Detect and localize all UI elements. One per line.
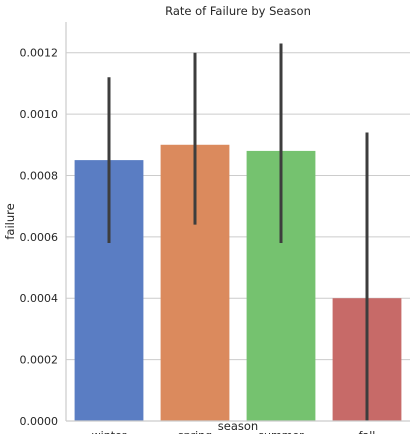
- y-tick-label: 0.0004: [20, 292, 59, 305]
- x-tick-label: fall: [359, 429, 376, 434]
- y-tick-label: 0.0012: [20, 47, 59, 60]
- y-tick-label: 0.0010: [20, 108, 59, 121]
- x-tick-label: winter: [92, 429, 127, 434]
- error-bars: [107, 43, 369, 421]
- x-axis-label: season: [218, 419, 258, 433]
- bars: [74, 144, 402, 421]
- y-axis-label: failure: [3, 203, 17, 239]
- y-tick-label: 0.0002: [20, 354, 59, 367]
- chart-title: Rate of Failure by Season: [165, 4, 311, 18]
- y-tick-label: 0.0000: [20, 415, 59, 428]
- x-tick-label: spring: [178, 429, 212, 434]
- y-tick-label: 0.0006: [20, 231, 59, 244]
- x-tick-label: summer: [258, 429, 304, 434]
- axes: 0.0000 0.0002 0.0004 0.0006 0.0008 0.0010 0.00…: [20, 22, 410, 434]
- y-tick-label: 0.0008: [20, 169, 59, 182]
